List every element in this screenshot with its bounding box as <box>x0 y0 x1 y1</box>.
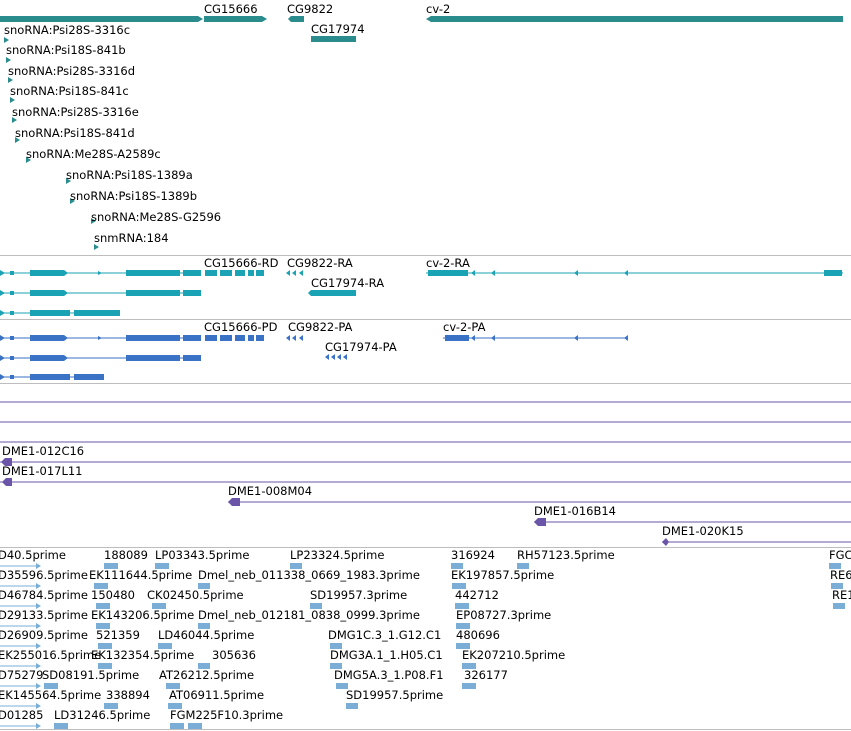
gene-label-cg9822[interactable]: CG9822 <box>287 2 334 16</box>
est-track-glyphs[interactable] <box>0 548 851 730</box>
snorna-label[interactable]: snoRNA:Me28S-G2596 <box>91 210 222 224</box>
gene-bar-cg9822 <box>288 16 304 22</box>
est-label[interactable]: RE6 <box>830 568 851 582</box>
clone-label[interactable]: DME1-016B14 <box>534 504 616 518</box>
est-label[interactable]: 442712 <box>455 588 499 602</box>
snorna-label[interactable]: snoRNA:Psi28S-3316e <box>12 105 139 119</box>
protein-label[interactable]: CG17974-PA <box>325 340 397 354</box>
gene-label-cg15666[interactable]: CG15666 <box>204 2 258 16</box>
est-label[interactable]: 326177 <box>464 668 508 682</box>
est-label[interactable]: EK197857.5prime <box>451 568 555 582</box>
est-label[interactable]: 150480 <box>91 588 135 602</box>
est-label[interactable]: EK255016.5prime <box>0 648 102 662</box>
est-label[interactable]: SD19957.5prime <box>346 688 444 702</box>
est-label[interactable]: 188089 <box>104 548 148 562</box>
est-label[interactable]: AT06911.5prime <box>169 688 265 702</box>
clone-label[interactable]: DME1-008M04 <box>228 484 313 498</box>
est-label[interactable]: LD46044.5prime <box>158 628 255 642</box>
protein-label[interactable]: CG9822-PA <box>288 320 353 334</box>
clone-track-glyphs[interactable] <box>0 384 851 547</box>
est-label[interactable]: FGM225F10.3prime <box>170 708 284 722</box>
est-label[interactable]: 480696 <box>456 628 500 642</box>
est-label[interactable]: 338894 <box>106 688 150 702</box>
protein-label[interactable]: CG15666-PD <box>204 320 278 334</box>
est-label[interactable]: D35596.5prime <box>0 568 88 582</box>
gene-label-cg17974[interactable]: CG17974 <box>311 22 365 36</box>
clone-label[interactable]: DME1-017L11 <box>2 464 83 478</box>
est-label[interactable]: SD08191.5prime <box>42 668 140 682</box>
gene-bar-arrow <box>198 16 203 22</box>
gene-bar-cv-2 <box>426 16 843 22</box>
track-separator <box>0 729 851 730</box>
snorna-label[interactable]: snoRNA:Psi18S-841b <box>6 43 126 57</box>
snorna-label[interactable]: snoRNA:Psi28S-3316c <box>4 23 131 37</box>
snorna-label[interactable]: snoRNA:Psi28S-3316d <box>8 64 136 78</box>
clone-track: DME1-012C16 DME1-017L11 DME1-008M04 DME1… <box>0 384 851 547</box>
est-label[interactable]: 305636 <box>212 648 256 662</box>
est-label[interactable]: RE1 <box>832 588 851 602</box>
est-label[interactable]: LP23324.5prime <box>290 548 385 562</box>
est-label[interactable]: LD31246.5prime <box>54 708 151 722</box>
snorna-label[interactable]: snoRNA:Psi18S-841d <box>15 126 135 140</box>
est-label[interactable]: AT26212.5prime <box>159 668 255 682</box>
track-separator <box>0 319 851 320</box>
est-label[interactable]: EK207210.5prime <box>462 648 566 662</box>
est-label[interactable]: LP03343.5prime <box>155 548 250 562</box>
transcript-label[interactable]: CG15666-RD <box>204 256 279 270</box>
track-separator <box>0 383 851 384</box>
snorna-label[interactable]: snoRNA:Psi18S-1389a <box>66 168 193 182</box>
est-label[interactable]: DMG3A.1_1.H05.C1 <box>330 648 443 662</box>
snorna-label[interactable]: snoRNA:Psi18S-1389b <box>70 189 198 203</box>
transcript-track-ra: CG15666-RD CG9822-RA CG17974-RA cv-2-RA <box>0 256 851 319</box>
est-label[interactable]: EK143206.5prime <box>91 608 195 622</box>
clone-label[interactable]: DME1-020K15 <box>662 524 744 538</box>
est-label[interactable]: D40.5prime <box>0 548 66 562</box>
est-label[interactable]: Dmel_neb_012181_0838_0999.3prime <box>198 608 420 622</box>
transcript-pa-glyphs[interactable] <box>0 320 851 383</box>
est-label[interactable]: CK02450.5prime <box>147 588 244 602</box>
est-label[interactable]: SD19957.3prime <box>310 588 408 602</box>
gene-bar-cg17974 <box>311 36 356 42</box>
est-label[interactable]: 521359 <box>96 628 140 642</box>
gene-bar-snorna-cluster <box>0 16 198 22</box>
snorna-label[interactable]: snoRNA:Psi18S-841c <box>10 84 129 98</box>
est-label[interactable]: EK145564.5prime <box>0 688 102 702</box>
transcript-label[interactable]: CG17974-RA <box>311 276 385 290</box>
est-label[interactable]: DMG5A.3_1.P08.F1 <box>334 668 444 682</box>
track-separator <box>0 547 851 548</box>
gene-label-cv-2[interactable]: cv-2 <box>426 2 451 16</box>
est-label[interactable]: DMG1C.3_1.G12.C1 <box>328 628 442 642</box>
est-label[interactable]: EP08727.3prime <box>456 608 552 622</box>
est-label[interactable]: D01285 <box>0 708 44 722</box>
est-label[interactable]: EK132354.5prime <box>91 648 195 662</box>
est-label[interactable]: D75279 <box>0 668 44 682</box>
est-label[interactable]: RH57123.5prime <box>517 548 615 562</box>
est-label[interactable]: FGC <box>829 548 851 562</box>
clone-label[interactable]: DME1-012C16 <box>2 444 85 458</box>
gene-track-glyphs[interactable] <box>0 0 851 255</box>
snorna-label[interactable]: snoRNA:Me28S-A2589c <box>26 147 161 161</box>
track-separator <box>0 255 851 256</box>
transcript-label[interactable]: cv-2-RA <box>426 256 470 270</box>
est-label[interactable]: D26909.5prime <box>0 628 88 642</box>
est-track: D40.5prime 188089 LP03343.5prime LP23324… <box>0 548 851 730</box>
snorna-label[interactable]: snmRNA:184 <box>94 231 169 245</box>
est-label[interactable]: EK111644.5prime <box>89 568 193 582</box>
gene-bar-cg15666 <box>204 16 262 22</box>
est-label[interactable]: D46784.5prime <box>0 588 88 602</box>
transcript-label[interactable]: CG9822-RA <box>287 256 353 270</box>
protein-label[interactable]: cv-2-PA <box>443 320 486 334</box>
est-label[interactable]: Dmel_neb_011338_0669_1983.3prime <box>198 568 420 582</box>
transcript-ra-glyphs[interactable] <box>0 256 851 319</box>
gene-track: CG15666 CG9822 CG17974 cv-2 snoRNA:Psi28… <box>0 0 851 255</box>
transcript-track-pa: CG15666-PD CG9822-PA CG17974-PA cv-2-PA <box>0 320 851 383</box>
est-label[interactable]: 316924 <box>451 548 495 562</box>
est-label[interactable]: D29133.5prime <box>0 608 88 622</box>
